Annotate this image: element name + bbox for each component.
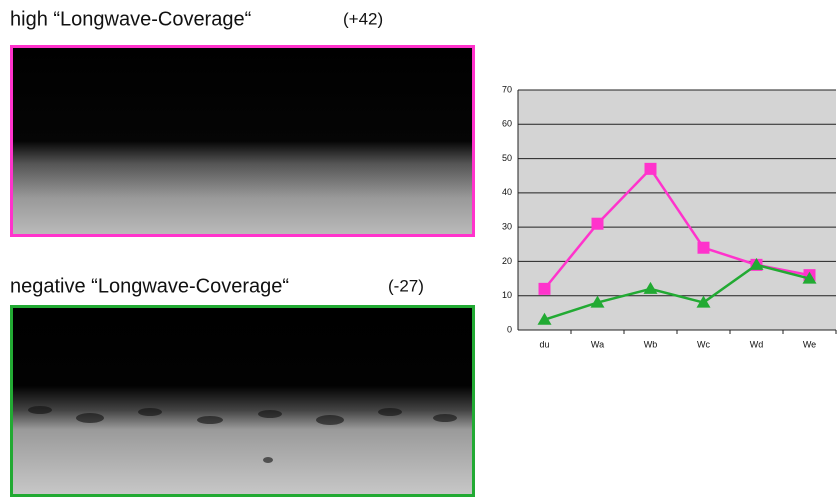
y-tick-label: 30 [502,222,512,232]
image-texture [28,406,457,463]
x-tick-label: du [539,339,549,349]
marker [643,281,658,294]
x-tick-label: Wc [697,339,710,349]
y-tick-label: 60 [502,119,512,129]
marker [749,257,764,270]
panel-title: negative “Longwave-Coverage“ [10,275,289,297]
line-chart: 0 10 20 30 40 50 60 70 du Wa Wb Wc Wd We [502,84,837,349]
marker [697,241,710,254]
y-tick-label: 40 [502,187,512,197]
image-high [10,45,475,237]
marker [537,312,552,325]
panel-title: high “Longwave-Coverage“ [10,8,251,30]
y-tick-label: 10 [502,290,512,300]
x-tick-label: We [803,339,816,349]
series-line [544,263,810,321]
x-tick-label: Wa [591,339,604,349]
marker [696,295,711,308]
y-tick-label: 50 [502,153,512,163]
marker [538,282,551,295]
marker [590,295,605,308]
y-tick-label: 70 [502,84,512,94]
panel-score: (+42) [343,9,383,28]
image-negative [10,305,475,497]
panel-score: (-27) [388,276,424,295]
marker [802,271,817,284]
y-tick-label: 20 [502,256,512,266]
x-tick-label: Wd [750,339,764,349]
marker [644,162,657,175]
y-tick-label: 0 [507,324,512,334]
marker [591,217,604,230]
x-tick-label: Wb [644,339,658,349]
